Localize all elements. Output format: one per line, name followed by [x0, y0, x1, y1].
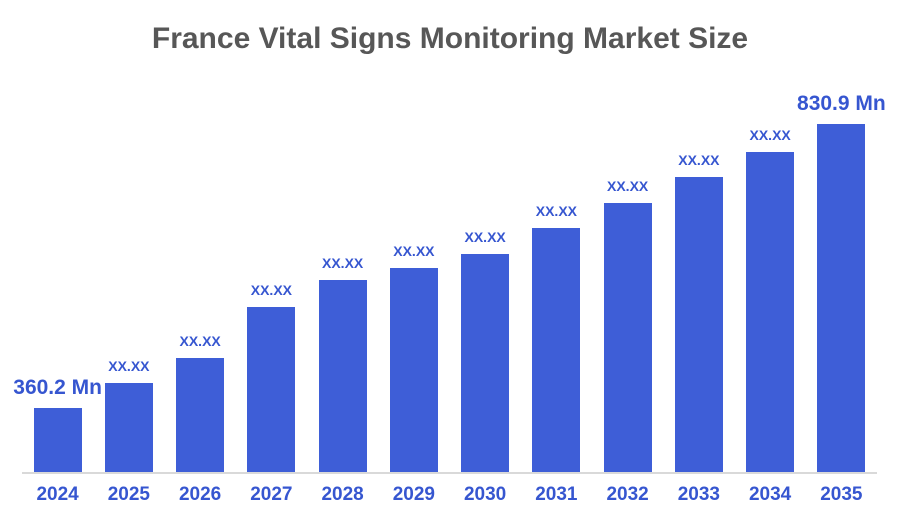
bar-2034	[746, 152, 795, 472]
x-axis-label-2026: 2026	[178, 484, 222, 505]
bar-2030	[461, 254, 510, 472]
x-axis-label-2035: 2035	[820, 484, 863, 505]
x-axis-label-2029: 2029	[392, 484, 436, 505]
bar-column-2029: XX.XX	[378, 242, 449, 472]
bar-column-2026: XX.XX	[165, 332, 236, 472]
bar-column-2034: XX.XX	[735, 126, 806, 472]
bar-value-label: XX.XX	[678, 151, 720, 168]
bar-2026	[176, 358, 225, 472]
x-axis-line	[22, 472, 877, 474]
bar-column-2033: XX.XX	[663, 151, 734, 472]
bar-column-2025: XX.XX	[93, 357, 164, 472]
x-axis-label-2027: 2027	[250, 484, 293, 505]
bar-column-2028: XX.XX	[307, 254, 378, 472]
bar-value-label: XX.XX	[322, 254, 364, 271]
bar-2029	[389, 268, 438, 472]
bar-value-label: XX.XX	[464, 228, 506, 245]
bar-value-label: XX.XX	[393, 242, 435, 259]
bar-value-label: XX.XX	[749, 126, 791, 143]
bar-value-label: 830.9 Mn	[797, 91, 886, 115]
bar-2024	[33, 408, 82, 472]
bar-column-2027: XX.XX	[236, 281, 307, 472]
bar-2035	[817, 124, 866, 472]
x-axis: 2024 2025 2026 2027 2028 2029 2030 2031 2032 2033…	[22, 484, 877, 506]
bar-2033	[674, 177, 723, 472]
bar-column-2030: XX.XX	[450, 228, 521, 472]
x-axis-label-2030: 2030	[463, 484, 507, 505]
bar-value-label: 360.2 Mn	[13, 375, 102, 399]
x-axis-label-2034: 2034	[748, 484, 792, 505]
chart-title: France Vital Signs Monitoring Market Siz…	[151, 22, 749, 55]
bar-2027	[247, 307, 296, 472]
bar-2032	[603, 203, 652, 472]
bar-value-label: XX.XX	[250, 281, 292, 298]
x-axis-label-2024: 2024	[36, 484, 79, 505]
bar-value-label: XX.XX	[108, 357, 150, 374]
bar-column-2032: XX.XX	[592, 177, 663, 472]
bar-value-label: XX.XX	[535, 202, 577, 219]
x-axis-label-2032: 2032	[606, 484, 649, 505]
bar-2031	[532, 228, 581, 472]
bar-value-label: XX.XX	[607, 177, 649, 194]
bar-2028	[318, 280, 367, 472]
x-axis-label-2028: 2028	[321, 484, 364, 505]
bar-column-2031: XX.XX	[521, 202, 592, 472]
x-axis-label-2031: 2031	[535, 484, 578, 505]
bar-2025	[104, 383, 153, 472]
x-axis-label-2033: 2033	[677, 484, 721, 505]
bar-column-2035: 830.9 Mn	[797, 92, 886, 472]
bar-column-2024: 360.2 Mn	[13, 376, 102, 472]
bar-value-label: XX.XX	[179, 332, 221, 349]
x-axis-label-2025: 2025	[107, 484, 151, 505]
plot-area: 360.2 Mn XX.XX XX.XX XX.XX XX.XX XX.XX XX.XX XX…	[13, 78, 886, 472]
